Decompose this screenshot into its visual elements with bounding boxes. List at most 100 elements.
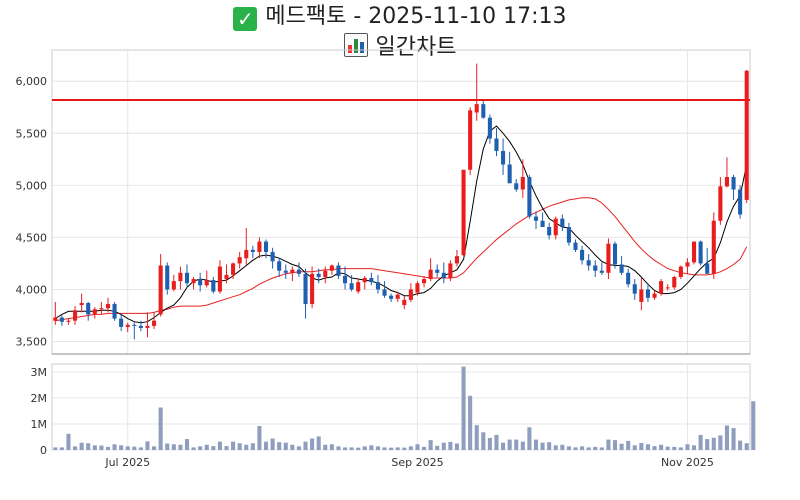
candle: [283, 264, 288, 280]
candle-body: [395, 294, 400, 299]
candle: [586, 254, 591, 271]
volume-bar: [533, 439, 539, 450]
volume-bar: [257, 426, 262, 450]
candle-body: [711, 220, 716, 274]
candle-body: [441, 272, 446, 278]
volume-bar: [593, 446, 598, 450]
volume-bar: [356, 447, 361, 450]
candle-body: [99, 308, 104, 310]
volume-bar: [731, 428, 736, 450]
candle: [316, 268, 321, 284]
candle: [566, 222, 571, 246]
candle-body: [171, 281, 176, 290]
volume-bar: [586, 447, 591, 450]
candle: [454, 249, 460, 267]
candle-body: [573, 242, 578, 250]
candle: [382, 281, 387, 298]
candle: [336, 262, 341, 280]
candle-body: [158, 265, 163, 315]
price-tick-label: 4,000: [16, 283, 48, 296]
candle-body: [533, 216, 539, 221]
candle-body: [632, 284, 637, 294]
volume-bar: [53, 447, 58, 450]
volume-bar: [362, 446, 367, 450]
volume-bar: [323, 444, 328, 450]
volume-bar: [606, 439, 611, 450]
candle: [632, 279, 637, 300]
price-tick-label: 5,000: [16, 179, 48, 192]
volume-bar: [632, 445, 637, 450]
candle: [184, 264, 190, 288]
candle: [612, 241, 618, 269]
volume-bar: [461, 366, 466, 450]
ma-short-line: [55, 125, 748, 324]
candle: [158, 254, 163, 317]
candle: [211, 276, 216, 294]
candle: [191, 276, 196, 290]
candle-body: [626, 272, 631, 285]
candle: [724, 157, 729, 188]
volume-bar: [520, 441, 525, 450]
candle: [263, 239, 269, 259]
candle: [356, 279, 361, 294]
candle-body: [639, 289, 644, 302]
candle-body: [277, 261, 282, 271]
candle-body: [652, 293, 657, 298]
candle-body: [270, 251, 275, 262]
candle: [665, 284, 670, 291]
volume-bar: [422, 446, 427, 450]
candle: [678, 265, 683, 280]
volume-bar: [718, 435, 723, 450]
candle: [329, 264, 334, 275]
volume-bar: [263, 441, 269, 450]
volume-bar: [527, 427, 532, 450]
volume-bar: [184, 439, 190, 450]
volume-bar: [329, 444, 334, 450]
volume-bar: [738, 440, 743, 450]
candle: [553, 216, 558, 240]
candle: [342, 266, 348, 290]
candle-body: [184, 272, 190, 284]
candle-body: [389, 295, 394, 299]
candle: [395, 291, 400, 302]
candle-body: [665, 287, 670, 289]
candle: [659, 279, 664, 296]
candle: [66, 318, 71, 325]
candle-body: [527, 177, 532, 217]
candle: [224, 264, 229, 284]
candle: [92, 307, 97, 319]
candle: [744, 69, 749, 204]
candle-body: [738, 189, 743, 215]
candle-body: [204, 280, 209, 286]
volume-bar: [487, 438, 492, 450]
volume-bar: [198, 446, 203, 450]
candle-body: [468, 110, 473, 170]
volume-bar: [612, 440, 618, 450]
candle: [507, 152, 512, 184]
volume-bar: [481, 432, 486, 450]
price-tick-label: 6,000: [16, 75, 48, 88]
candle: [698, 240, 703, 266]
volume-bar: [336, 446, 341, 450]
volume-bar: [744, 443, 749, 450]
candle-body: [375, 282, 380, 290]
candle: [415, 281, 420, 296]
candle-body: [178, 272, 183, 282]
candle: [573, 239, 578, 252]
candle: [250, 245, 255, 259]
volume-bar: [79, 442, 84, 450]
candle: [422, 275, 427, 288]
candle: [112, 301, 117, 321]
candle: [270, 247, 275, 269]
candle-body: [349, 283, 354, 290]
candle-body: [698, 241, 703, 264]
candle: [619, 256, 624, 275]
candle-body: [119, 318, 124, 327]
volume-bar: [310, 438, 315, 450]
volume-bar: [250, 443, 255, 450]
candle: [672, 275, 677, 290]
candle-body: [53, 317, 58, 321]
volume-bar: [283, 442, 288, 450]
candle-body: [678, 266, 683, 277]
price-tick-label: 3,500: [16, 336, 48, 349]
